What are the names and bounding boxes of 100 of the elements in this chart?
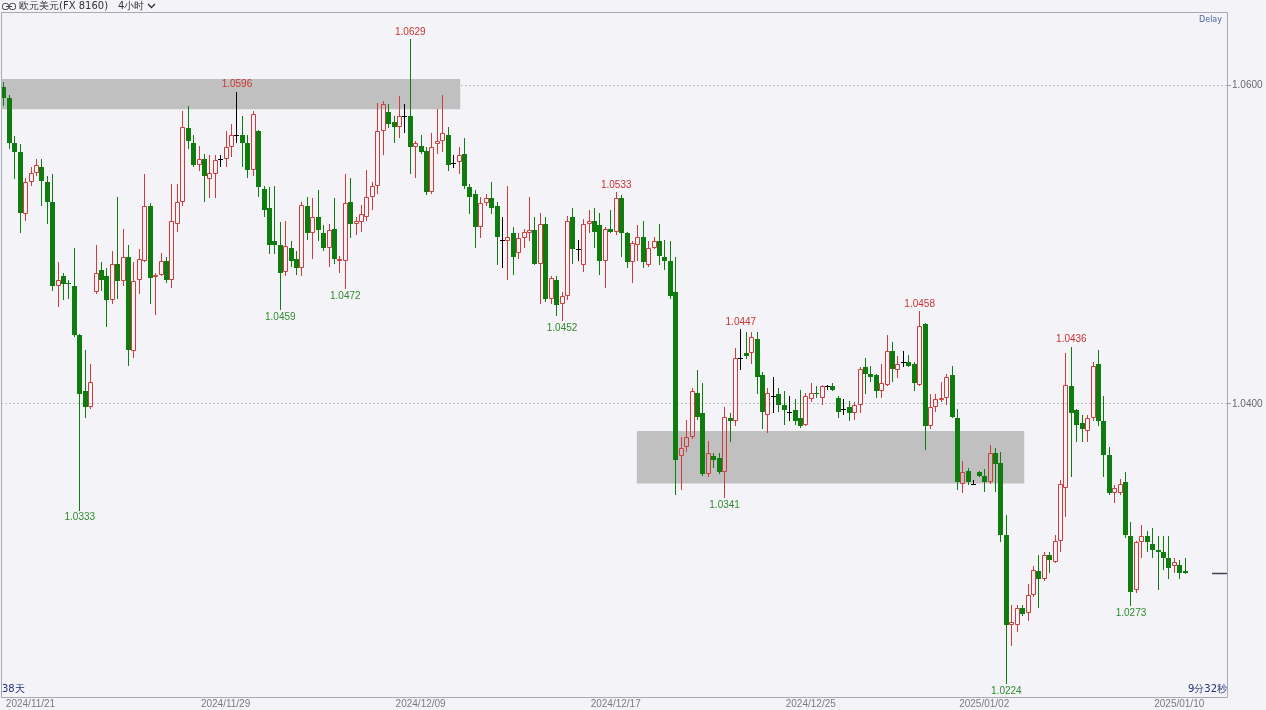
candlestick [88, 363, 93, 410]
chart-subtitle: 4小时 [118, 0, 145, 12]
candlestick [375, 102, 380, 195]
candlestick [218, 155, 223, 167]
chart-title: 欧元美元(FX 8160) [19, 0, 109, 12]
candlestick [549, 275, 554, 305]
candlestick [581, 218, 586, 273]
candlestick [370, 181, 375, 211]
candlestick [299, 201, 304, 277]
candlestick [1026, 583, 1031, 622]
candlestick [765, 387, 770, 434]
candlestick [744, 332, 749, 359]
x-tick-label: 2024/11/21 [5, 697, 56, 709]
candlestick [988, 444, 993, 485]
candlestick [327, 223, 332, 268]
text: 9分32秒 [1187, 682, 1227, 694]
candlestick [23, 177, 28, 222]
candlestick [863, 358, 868, 394]
candlestick [852, 401, 857, 421]
candlestick [538, 212, 543, 305]
candlestick [451, 155, 456, 168]
candlestick [895, 355, 900, 379]
x-tick-label: 2024/11/29 [200, 697, 251, 709]
x-tick-label: 2024/12/25 [785, 697, 837, 709]
candlestick [1091, 361, 1096, 422]
candlestick [251, 110, 256, 177]
candlestick [738, 329, 743, 370]
candlestick [440, 94, 445, 153]
annotation: 1.0333 [64, 511, 96, 523]
annotation: 1.0472 [330, 289, 362, 301]
candlestick [229, 123, 234, 158]
candlestick [131, 261, 136, 359]
candlestick [971, 480, 976, 485]
candlestick [841, 399, 846, 415]
candlestick [928, 393, 933, 430]
x-tick-label: 2025/01/10 [1154, 697, 1205, 709]
candlestick [197, 145, 202, 172]
candlestick [771, 377, 776, 413]
candlestick [917, 310, 922, 387]
candlestick [1134, 540, 1139, 594]
x-tick-label: 2025/01/02 [959, 697, 1010, 709]
candlestick [110, 250, 115, 305]
candlestick [500, 217, 505, 268]
annotation: 1.0459 [264, 310, 296, 322]
candlestick [576, 240, 581, 261]
candlestick [29, 166, 34, 187]
annotation: 1.0458 [904, 298, 936, 310]
candlestick [1161, 536, 1166, 570]
candlestick [706, 440, 711, 478]
candlestick [652, 236, 657, 250]
candlestick [782, 391, 787, 425]
candlestick [310, 197, 315, 260]
candlestick [662, 240, 667, 270]
candlestick [484, 193, 489, 207]
annotation: 1.0452 [546, 321, 578, 333]
candlestick [516, 232, 521, 260]
candlestick [608, 210, 613, 233]
candlestick [603, 226, 608, 289]
candlestick [1053, 534, 1058, 564]
candlestick [94, 244, 99, 295]
candlestick [159, 252, 164, 277]
candlestick [1150, 528, 1155, 558]
candlestick [1085, 414, 1090, 443]
candlestick [180, 110, 185, 207]
x-tick-label: 2024/12/09 [395, 697, 447, 709]
candlestick [153, 272, 158, 316]
annotation: 38天 [2, 682, 25, 694]
candlestick [1042, 551, 1047, 582]
y-tick-label: 1.0600 [1232, 79, 1264, 91]
candlestick [825, 385, 830, 390]
candlestick [56, 261, 61, 308]
candlestick [749, 331, 754, 365]
candlestick [814, 386, 819, 398]
annotation: 1.0447 [725, 315, 757, 327]
candlestick [1156, 536, 1161, 590]
y-tick-label: 1.0400 [1232, 397, 1264, 409]
candlestick [224, 130, 229, 168]
candlestick [787, 396, 792, 421]
candlestick [1172, 557, 1177, 574]
candlestick [690, 387, 695, 440]
candlestick [560, 291, 565, 322]
candlestick [1139, 524, 1144, 559]
annotation: 1.0629 [395, 25, 427, 37]
x-tick-label: 2024/12/17 [590, 697, 642, 709]
candlestick [435, 108, 440, 155]
candlestick [397, 95, 402, 139]
candlestick [457, 146, 462, 175]
candlestick [728, 413, 733, 442]
candlestick [234, 92, 239, 143]
annotation: 1.0436 [1056, 333, 1088, 345]
candlestick [1031, 565, 1036, 598]
annotation: 1.0273 [1115, 606, 1147, 618]
annotation: 1.0596 [221, 78, 253, 90]
candlestick [240, 116, 245, 167]
text: Delay [1199, 15, 1223, 25]
candlestick [679, 436, 684, 491]
candlestick [121, 228, 126, 287]
annotation: 1.0533 [600, 178, 632, 190]
candlestick [381, 100, 386, 156]
candlestick [858, 366, 863, 414]
